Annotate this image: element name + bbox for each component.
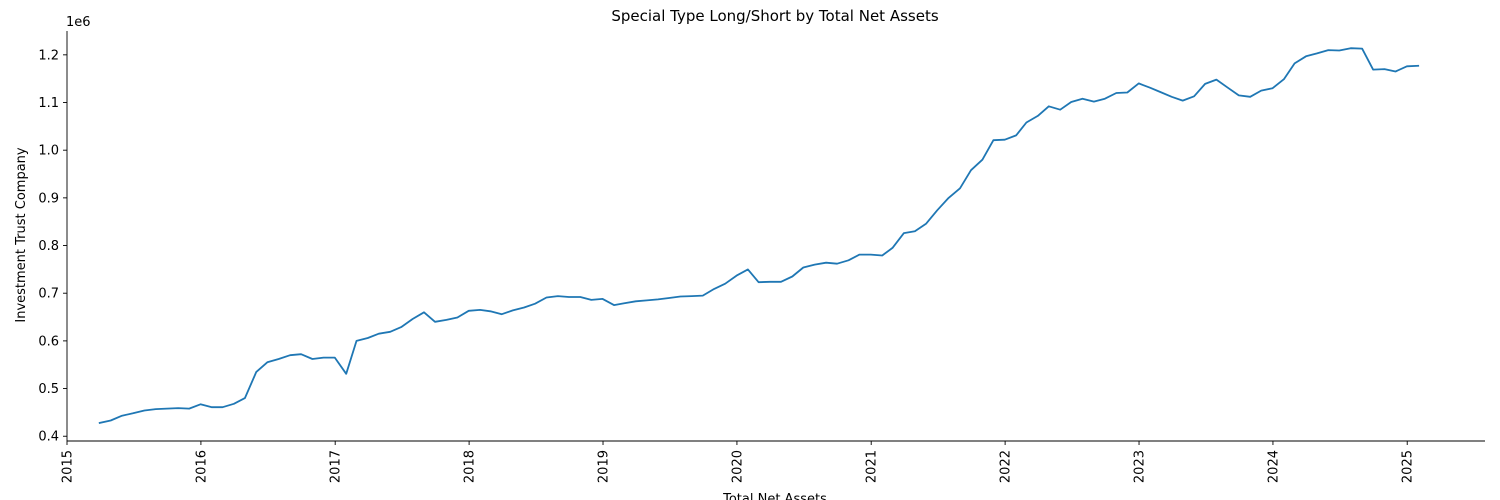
y-tick-label: 0.7 [38, 287, 59, 302]
x-tick-label: 2020 [730, 450, 745, 483]
y-tick-label: 0.4 [38, 430, 59, 445]
series-layer [98, 47, 1420, 424]
x-tick-label: 2022 [999, 450, 1014, 483]
x-tick-label: 2021 [865, 450, 880, 483]
y-tick-label: 1.2 [38, 48, 59, 63]
x-tick-label: 2017 [329, 450, 344, 483]
x-tick-label: 2023 [1133, 450, 1148, 483]
y-tick-label: 0.8 [38, 239, 59, 254]
series-line [98, 47, 1420, 424]
x-tick-label: 2015 [61, 450, 76, 483]
y-axis-title: Investment Trust Company [14, 147, 29, 323]
x-axis-title: Total Net Assets [722, 492, 827, 500]
x-tick-label: 2024 [1266, 450, 1281, 483]
y-tick-label: 1.0 [38, 144, 59, 159]
y-tick-label: 0.9 [38, 191, 59, 206]
x-axis: 2015 2016 2017 2018 2019 2020 2021 2022 2023 2024… [61, 440, 1485, 483]
y-tick-label: 0.5 [38, 382, 59, 397]
y-axis: 0.4 0.5 0.6 0.7 0.8 0.9 1.0 1.1 1.2 [38, 31, 68, 445]
x-tick-label: 2018 [463, 450, 478, 483]
x-tick-label: 2019 [597, 450, 612, 483]
y-axis-offset-label: 1e6 [66, 15, 91, 30]
x-tick-label: 2025 [1401, 450, 1416, 483]
y-tick-label: 0.6 [38, 334, 59, 349]
chart-title: Special Type Long/Short by Total Net Ass… [611, 7, 938, 25]
y-tick-label: 1.1 [38, 96, 59, 111]
x-tick-label: 2016 [194, 450, 209, 483]
